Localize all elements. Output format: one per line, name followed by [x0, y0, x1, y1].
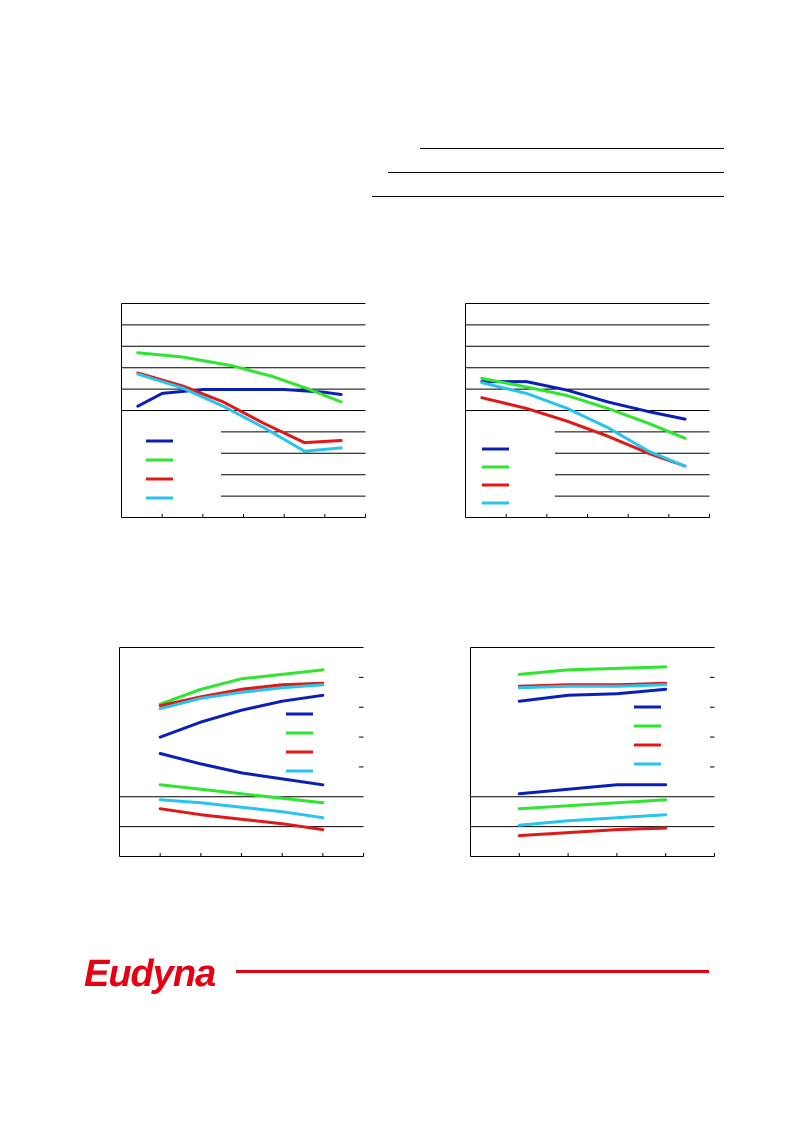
- series-line-2: [480, 376, 687, 440]
- eudyna-logo: Eudyna: [84, 953, 216, 995]
- chart-bottom-left: [119, 647, 364, 857]
- series-line-3: [480, 396, 687, 468]
- series-line-1: [158, 693, 325, 739]
- header-rule-3: [372, 196, 724, 197]
- series-line-2: [517, 665, 668, 676]
- series-line-4: [480, 381, 687, 468]
- header-rule-2: [388, 172, 724, 173]
- series-line-4: [136, 372, 343, 453]
- chart-top-right: [465, 303, 710, 518]
- series-line-5: [158, 752, 325, 787]
- series-line-8: [517, 813, 668, 827]
- series-line-3: [136, 371, 343, 445]
- series-line-1: [136, 388, 343, 408]
- series-line-8: [158, 798, 325, 820]
- series-line-3: [158, 681, 325, 708]
- series-line-4: [158, 683, 325, 711]
- series-line-7: [158, 807, 325, 832]
- series-line-7: [517, 826, 668, 838]
- chart-top-left: [121, 303, 366, 518]
- series-line-2: [158, 668, 325, 706]
- brand-rule: [236, 970, 709, 973]
- series-line-5: [517, 783, 668, 796]
- series-line-1: [480, 380, 687, 421]
- series-line-1: [517, 687, 668, 703]
- series-line-2: [136, 351, 343, 404]
- chart-bottom-right: [470, 647, 715, 857]
- header-rule-1: [420, 148, 724, 149]
- series-line-6: [517, 798, 668, 811]
- series-line-6: [158, 783, 325, 805]
- series-line-4: [517, 683, 668, 690]
